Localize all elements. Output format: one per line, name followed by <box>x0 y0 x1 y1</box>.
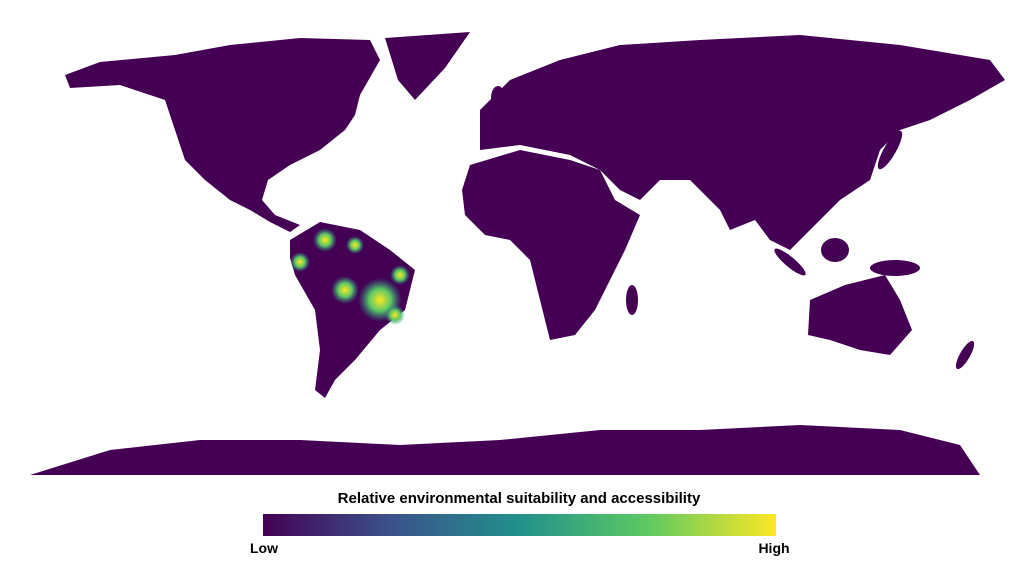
new-guinea <box>870 260 920 276</box>
legend-high: High <box>758 540 789 556</box>
legend-low: Low <box>250 540 278 556</box>
legend-title: Relative environmental suitability and a… <box>338 490 701 507</box>
new-zealand <box>955 340 975 370</box>
legend: Relative environmental suitability and a… <box>250 490 790 556</box>
hotspot <box>390 265 410 285</box>
africa <box>462 150 640 340</box>
sumatra <box>774 248 806 276</box>
madagascar <box>626 285 638 315</box>
eurasia <box>480 35 1005 250</box>
hotspot <box>346 236 364 254</box>
borneo <box>821 238 849 262</box>
hotspot <box>331 276 359 304</box>
antarctica <box>30 425 980 475</box>
japan <box>877 130 903 170</box>
hotspot <box>290 252 310 272</box>
australia <box>808 275 912 355</box>
hotspot <box>313 228 337 252</box>
uk <box>491 86 505 110</box>
north-america <box>65 38 380 232</box>
greenland <box>385 32 470 100</box>
hotspot <box>385 305 405 325</box>
color-bar <box>263 514 776 536</box>
suitability-hotspots <box>290 228 410 325</box>
south-america <box>290 222 415 398</box>
land <box>30 32 1005 475</box>
